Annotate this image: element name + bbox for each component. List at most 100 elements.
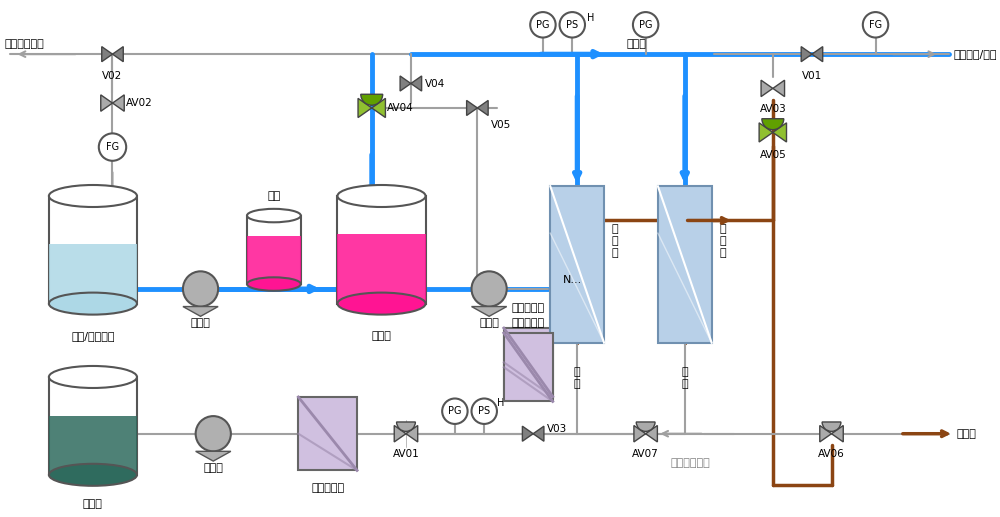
Circle shape	[530, 12, 556, 38]
Text: AV02: AV02	[126, 98, 153, 108]
Polygon shape	[646, 425, 657, 442]
Circle shape	[442, 399, 468, 424]
Text: AV04: AV04	[387, 103, 414, 113]
Polygon shape	[394, 425, 406, 442]
Text: 原
液: 原 液	[574, 367, 580, 389]
Text: V01: V01	[802, 71, 822, 81]
Text: AV07: AV07	[632, 449, 659, 460]
Ellipse shape	[247, 209, 301, 222]
Text: 清洗箱: 清洗箱	[372, 331, 391, 341]
Text: FG: FG	[106, 142, 119, 152]
Text: PG: PG	[536, 20, 550, 30]
Circle shape	[633, 12, 658, 38]
Ellipse shape	[49, 185, 137, 207]
Text: H: H	[497, 399, 504, 408]
Text: 原水箱: 原水箱	[83, 499, 103, 509]
Bar	[337, 196, 426, 303]
Polygon shape	[406, 425, 418, 442]
Polygon shape	[773, 80, 785, 97]
Ellipse shape	[247, 277, 301, 291]
Polygon shape	[477, 100, 488, 115]
Polygon shape	[812, 47, 823, 62]
Bar	[247, 236, 301, 284]
Polygon shape	[183, 307, 218, 316]
Text: 排放口: 排放口	[957, 429, 977, 439]
Circle shape	[99, 133, 126, 161]
Text: PS: PS	[566, 20, 578, 30]
Text: 清洗过滤器: 清洗过滤器	[512, 303, 545, 313]
Text: AV01: AV01	[393, 449, 419, 460]
Polygon shape	[101, 95, 112, 111]
Text: N...: N...	[563, 275, 582, 285]
Polygon shape	[411, 76, 422, 91]
Text: 反洗泵: 反洗泵	[191, 318, 210, 328]
Polygon shape	[196, 451, 231, 461]
Polygon shape	[467, 100, 477, 115]
Text: 清洗过滤器: 清洗过滤器	[512, 318, 545, 328]
Ellipse shape	[49, 464, 137, 486]
Text: 无油压缩空气: 无油压缩空气	[670, 458, 710, 468]
Circle shape	[863, 12, 888, 38]
Polygon shape	[759, 123, 773, 142]
Circle shape	[183, 271, 218, 307]
Wedge shape	[762, 119, 784, 130]
Text: 不合格水排放: 不合格水排放	[5, 39, 45, 50]
Polygon shape	[773, 123, 787, 142]
Ellipse shape	[49, 293, 137, 315]
Bar	[658, 186, 712, 343]
Circle shape	[560, 12, 585, 38]
Text: 产水/反洗水箱: 产水/反洗水箱	[71, 331, 115, 341]
Bar	[49, 377, 137, 475]
Bar	[504, 328, 553, 397]
Bar	[337, 234, 426, 303]
Bar	[49, 245, 137, 303]
Text: H: H	[587, 13, 594, 23]
Text: 浓
缩
液: 浓 缩 液	[612, 224, 619, 257]
Bar	[49, 196, 137, 303]
Text: V02: V02	[102, 71, 123, 81]
Polygon shape	[372, 98, 385, 117]
Text: 原水泵: 原水泵	[203, 463, 223, 473]
Text: AV06: AV06	[818, 449, 845, 460]
Bar	[247, 216, 301, 284]
Polygon shape	[472, 307, 507, 316]
Ellipse shape	[337, 293, 426, 315]
Polygon shape	[801, 47, 812, 62]
Wedge shape	[397, 422, 415, 431]
Polygon shape	[358, 98, 372, 117]
Bar	[298, 397, 357, 470]
Polygon shape	[820, 425, 832, 442]
Ellipse shape	[337, 185, 426, 207]
Text: 药箱: 药箱	[267, 191, 281, 201]
Circle shape	[472, 399, 497, 424]
Wedge shape	[361, 94, 383, 105]
Text: PG: PG	[639, 20, 652, 30]
Text: 浓水回流/排放: 浓水回流/排放	[954, 49, 997, 59]
Text: 原
液: 原 液	[681, 367, 688, 389]
Polygon shape	[533, 426, 544, 441]
Wedge shape	[636, 422, 655, 431]
Polygon shape	[400, 76, 411, 91]
Polygon shape	[112, 47, 123, 62]
Text: FG: FG	[869, 20, 882, 30]
Text: 超滤液: 超滤液	[626, 39, 646, 50]
Circle shape	[196, 416, 231, 451]
Text: AV05: AV05	[759, 150, 786, 160]
Text: PG: PG	[448, 406, 462, 416]
Polygon shape	[761, 80, 773, 97]
Bar	[504, 333, 553, 401]
Text: V05: V05	[491, 120, 511, 130]
Wedge shape	[822, 422, 841, 431]
Ellipse shape	[49, 366, 137, 388]
Text: 浓
缩
液: 浓 缩 液	[720, 224, 726, 257]
Polygon shape	[522, 426, 533, 441]
Text: PS: PS	[478, 406, 490, 416]
Polygon shape	[634, 425, 646, 442]
Text: 保安过滤器: 保安过滤器	[311, 483, 344, 493]
Polygon shape	[112, 95, 124, 111]
Text: V04: V04	[425, 79, 445, 88]
Bar	[49, 416, 137, 475]
Polygon shape	[832, 425, 843, 442]
Text: AV03: AV03	[759, 104, 786, 114]
Bar	[550, 186, 604, 343]
